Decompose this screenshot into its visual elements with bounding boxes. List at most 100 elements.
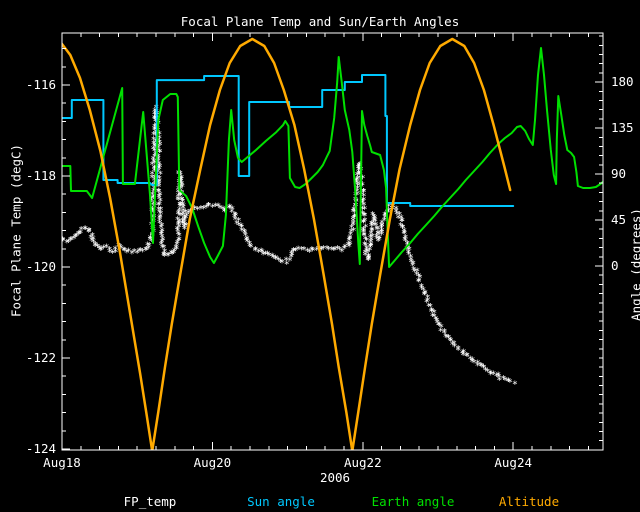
svg-text:*: * <box>177 202 183 213</box>
svg-text:*: * <box>239 223 245 234</box>
svg-text:*: * <box>121 245 127 256</box>
svg-text:*: * <box>401 227 407 238</box>
svg-text:*: * <box>493 372 499 383</box>
svg-text:*: * <box>176 235 182 246</box>
svg-text:*: * <box>175 220 181 231</box>
svg-text:*: * <box>156 194 162 205</box>
svg-text:*: * <box>361 231 367 242</box>
svg-text:*: * <box>233 211 239 222</box>
svg-text:*: * <box>288 248 294 259</box>
svg-text:*: * <box>157 216 163 227</box>
svg-text:*: * <box>155 200 161 211</box>
svg-text:*: * <box>244 237 250 248</box>
svg-text:*: * <box>156 182 162 193</box>
svg-text:*: * <box>306 248 312 259</box>
svg-text:*: * <box>152 164 158 175</box>
svg-text:*: * <box>404 244 410 255</box>
svg-text:*: * <box>279 258 285 269</box>
svg-text:*: * <box>184 211 190 222</box>
svg-text:*: * <box>180 197 186 208</box>
svg-text:*: * <box>383 210 389 221</box>
svg-text:*: * <box>161 252 167 263</box>
svg-text:-122: -122 <box>26 350 56 365</box>
svg-text:*: * <box>381 216 387 227</box>
svg-text:*: * <box>177 211 183 222</box>
svg-text:*: * <box>373 221 379 232</box>
svg-text:*: * <box>75 229 81 240</box>
svg-text:*: * <box>156 177 162 188</box>
svg-text:*: * <box>151 114 157 125</box>
svg-text:*: * <box>447 335 453 346</box>
svg-text:*: * <box>236 216 242 227</box>
svg-text:*: * <box>368 221 374 232</box>
svg-text:*: * <box>443 332 449 343</box>
svg-text:*: * <box>487 368 493 379</box>
svg-text:*: * <box>366 256 372 267</box>
svg-text:*: * <box>288 253 294 264</box>
svg-text:*: * <box>156 138 162 149</box>
svg-text:*: * <box>301 245 307 256</box>
svg-text:*: * <box>195 205 201 216</box>
svg-text:*: * <box>408 256 414 267</box>
svg-text:*: * <box>153 117 159 128</box>
svg-text:*: * <box>278 257 284 268</box>
svg-text:*: * <box>151 139 157 150</box>
svg-text:*: * <box>379 221 385 232</box>
svg-text:*: * <box>169 249 175 260</box>
svg-text:*: * <box>179 189 185 200</box>
svg-text:*: * <box>367 233 373 244</box>
svg-text:*: * <box>176 231 182 242</box>
svg-text:*: * <box>507 378 513 389</box>
svg-text:*: * <box>175 188 181 199</box>
x-axis-year-label: 2006 <box>319 470 351 485</box>
svg-text:*: * <box>252 245 258 256</box>
svg-text:*: * <box>131 247 137 258</box>
svg-text:*: * <box>408 253 414 264</box>
svg-text:*: * <box>232 215 238 226</box>
svg-text:*: * <box>371 216 377 227</box>
svg-text:*: * <box>65 238 71 249</box>
svg-text:*: * <box>72 232 78 243</box>
svg-text:*: * <box>151 163 157 174</box>
svg-text:*: * <box>382 211 388 222</box>
svg-text:*: * <box>149 190 155 201</box>
svg-text:*: * <box>460 351 466 362</box>
svg-text:*: * <box>298 245 304 256</box>
svg-text:*: * <box>158 223 164 234</box>
svg-text:*: * <box>161 250 167 261</box>
svg-text:*: * <box>151 175 157 186</box>
svg-text:*: * <box>113 248 119 259</box>
svg-text:*: * <box>410 259 416 270</box>
svg-text:*: * <box>174 224 180 235</box>
svg-text:*: * <box>159 238 165 249</box>
svg-text:*: * <box>158 209 164 220</box>
svg-text:*: * <box>175 209 181 220</box>
svg-text:*: * <box>324 244 330 255</box>
svg-text:*: * <box>247 241 253 252</box>
svg-text:*: * <box>505 377 511 388</box>
svg-text:Aug22: Aug22 <box>344 455 382 470</box>
svg-text:*: * <box>151 182 157 193</box>
svg-text:*: * <box>395 213 401 224</box>
svg-text:*: * <box>293 246 299 257</box>
svg-text:*: * <box>215 202 221 213</box>
svg-text:*: * <box>374 232 380 243</box>
svg-text:*: * <box>156 200 162 211</box>
svg-text:*: * <box>86 226 92 237</box>
svg-text:*: * <box>152 129 158 140</box>
svg-text:*: * <box>368 242 374 253</box>
svg-text:*: * <box>179 182 185 193</box>
svg-text:*: * <box>152 126 158 137</box>
svg-text:*: * <box>68 235 74 246</box>
svg-text:*: * <box>181 217 187 228</box>
svg-text:*: * <box>147 233 153 244</box>
svg-text:*: * <box>156 134 162 145</box>
svg-text:Aug24: Aug24 <box>494 455 532 470</box>
svg-text:*: * <box>60 236 66 247</box>
svg-text:*: * <box>424 297 430 308</box>
svg-text:*: * <box>246 239 252 250</box>
svg-text:*: * <box>433 314 439 325</box>
svg-text:*: * <box>181 223 187 234</box>
svg-text:*: * <box>145 241 151 252</box>
svg-text:*: * <box>179 200 185 211</box>
